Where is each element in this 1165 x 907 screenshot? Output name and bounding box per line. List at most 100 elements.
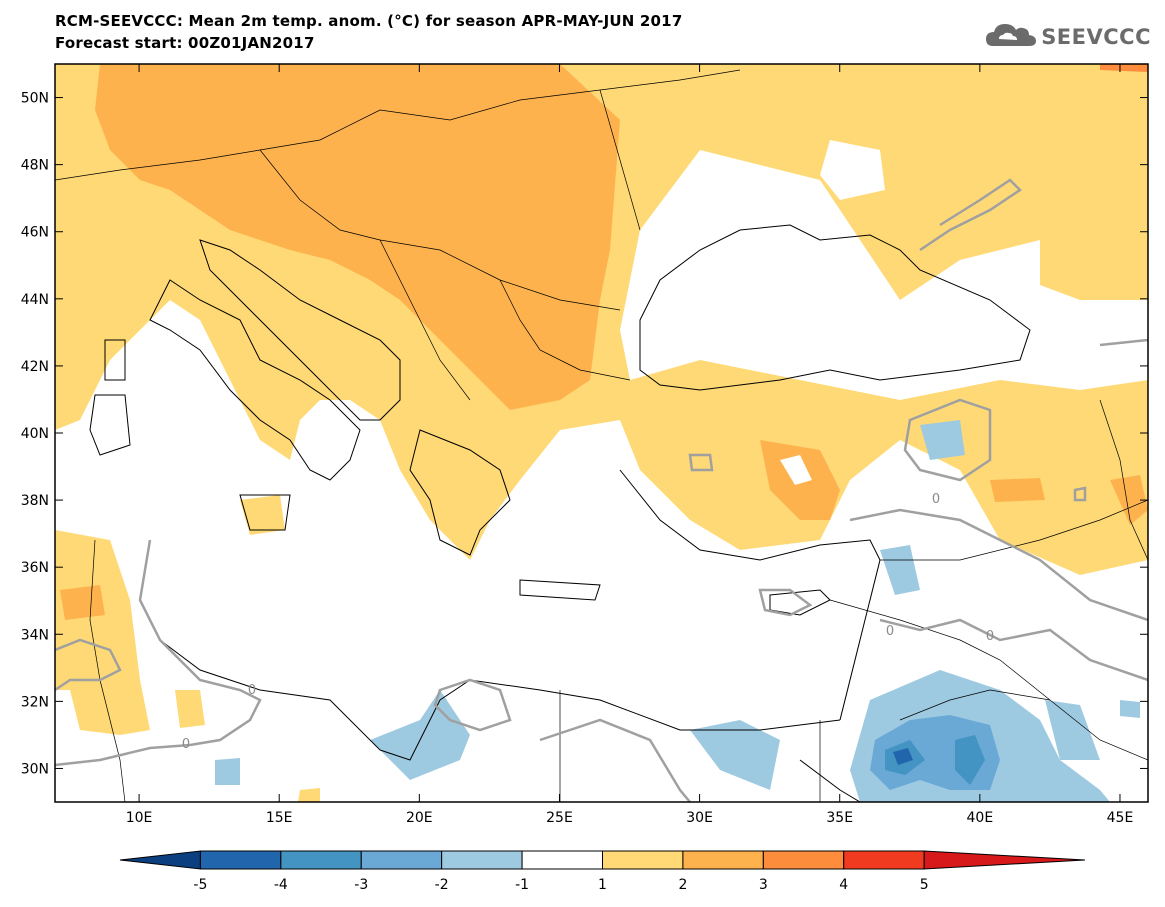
zero-contour (849, 508, 1148, 622)
anomaly-area-minus-1-2 (370, 690, 470, 780)
anomaly-area-1-2 (298, 788, 320, 802)
lat-label: 32N (21, 694, 49, 710)
colorbar-swatch (280, 850, 362, 870)
logo-text: SEEVCCC (1041, 25, 1151, 49)
no-anomaly-area (780, 455, 812, 485)
zero-contour (539, 718, 691, 802)
lon-label: 30E (686, 810, 713, 826)
anomaly-area-minus-3-4 (955, 735, 985, 785)
no-anomaly-area (820, 140, 885, 200)
lon-label: 40E (967, 810, 994, 826)
lat-label: 36N (21, 560, 49, 576)
lon-label: 20E (406, 810, 433, 826)
anomaly-area-minus-4-5 (893, 748, 913, 765)
colorbar-swatch (199, 850, 282, 870)
colorbar-tick-label: -5 (193, 877, 207, 893)
turkey-south-coast (619, 469, 881, 561)
cyprus-coast (769, 589, 831, 616)
black-sea-coast (639, 224, 1031, 391)
anomaly-area-2-3 (95, 64, 620, 410)
colorbar-swatch (923, 850, 1086, 870)
levant-coast (839, 559, 881, 721)
anomaly-area-minus-1-2 (880, 545, 920, 595)
country-border (599, 89, 641, 231)
zero-contour (688, 453, 714, 472)
anomaly-area-minus-1-2 (690, 720, 780, 790)
greece-coast (409, 429, 511, 556)
zero-contours (55, 178, 1148, 802)
anomaly-area-minus-1-2 (1120, 700, 1140, 718)
country-border (499, 279, 631, 381)
colorbar-swatch (521, 850, 603, 870)
country-border (55, 69, 741, 181)
anomaly-field (55, 64, 1148, 802)
lat-label: 38N (21, 493, 49, 509)
lat-label: 30N (21, 761, 49, 777)
colorbar: -5 -4 -3 -2 -1 1 2 3 4 5 (119, 850, 1086, 893)
seevccc-logo: SEEVCCC (985, 20, 1151, 54)
lat-label: 40N (21, 426, 49, 442)
crete-coast (519, 579, 601, 601)
country-border (259, 149, 621, 311)
colorbar-tick-label: 2 (678, 877, 687, 893)
zero-contour (55, 638, 122, 692)
colorbar-swatch (441, 850, 523, 870)
colorbar-swatch (360, 850, 443, 870)
lat-label: 42N (21, 359, 49, 375)
zero-contour (879, 618, 1148, 682)
lon-label: 25E (546, 810, 573, 826)
colorbar-tick-label: 5 (920, 877, 929, 893)
lon-label: 35E (826, 810, 853, 826)
cloud-icon (985, 20, 1037, 54)
anomaly-area-minus-1-2 (1045, 700, 1100, 760)
colorbar-tick-label: -1 (515, 877, 529, 893)
egypt-libya-coast (159, 639, 841, 761)
lat-label: 44N (21, 292, 49, 308)
colorbar-tick-label: -3 (354, 877, 368, 893)
map-title: RCM-SEEVCCC: Mean 2m temp. anom. (°C) fo… (55, 12, 683, 30)
colorbar-swatch (682, 850, 764, 870)
sardinia-coast (89, 394, 131, 456)
coastlines (89, 224, 1031, 802)
forecast-start: Forecast start: 00Z01JAN2017 (55, 34, 315, 52)
axis-ticks: 50N 48N 46N 44N 42N 40N 38N 36N 34N 32N 30N 10E 15E 2… (21, 64, 1148, 826)
red-sea-coast (799, 759, 861, 802)
italy-coast (149, 279, 361, 481)
contour-label: 0 (986, 629, 994, 644)
zero-contour (758, 588, 813, 617)
anomaly-area-1-2 (240, 495, 285, 535)
contour-label: 0 (248, 683, 256, 698)
country-border (379, 239, 471, 401)
anomaly-area-1-2 (55, 530, 150, 735)
colorbar-tick-label: 3 (759, 877, 768, 893)
lon-label: 15E (266, 810, 293, 826)
country-border (880, 499, 1148, 561)
anomaly-area-2-3 (1110, 475, 1148, 525)
country-border (899, 689, 1051, 721)
contour-label: 0 (886, 624, 894, 639)
colorbar-tick-label: -4 (274, 877, 288, 893)
country-border (829, 599, 1148, 761)
country-border (1099, 399, 1148, 561)
lat-label: 34N (21, 627, 49, 643)
zero-contour (55, 539, 262, 767)
anomaly-area-minus-1-2 (920, 420, 965, 460)
anomaly-area-minus-1-2 (215, 758, 240, 785)
zero-contour (1073, 486, 1087, 502)
anomaly-area-2-3 (990, 478, 1045, 502)
lat-label: 46N (21, 225, 49, 241)
zero-contour (919, 178, 1022, 252)
zero-contour (903, 398, 992, 482)
contour-label: 0 (932, 492, 940, 507)
adriatic-coast (199, 239, 401, 421)
corsica-coast (104, 339, 126, 381)
colorbar-swatch (762, 850, 845, 870)
borders (55, 69, 1148, 802)
colorbar-tick-label: -2 (435, 877, 449, 893)
lon-label: 45E (1107, 810, 1134, 826)
lat-label: 50N (21, 91, 49, 107)
zero-contour (433, 678, 512, 732)
colorbar-swatch (119, 850, 201, 870)
lat-label: 48N (21, 158, 49, 174)
